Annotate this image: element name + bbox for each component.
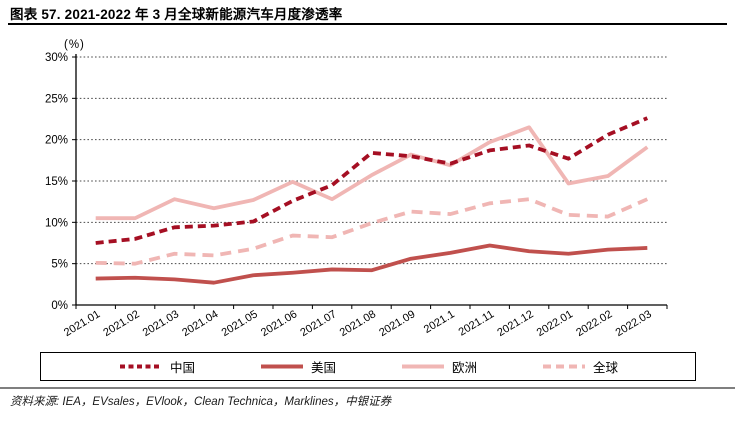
x-label-2021.02: 2021.02 bbox=[101, 308, 141, 339]
legend-line-china-icon bbox=[119, 364, 162, 369]
y-label-0%: 0% bbox=[51, 300, 68, 312]
x-label-2022.03: 2022.03 bbox=[614, 308, 654, 339]
series-line-global bbox=[95, 197, 649, 266]
x-label-2021.12: 2021.12 bbox=[495, 308, 535, 339]
legend-item-global: 全球 bbox=[541, 357, 618, 376]
legend-label-europe: 欧洲 bbox=[452, 361, 478, 375]
x-label-2021.11: 2021.11 bbox=[457, 308, 497, 338]
chart-canvas: 0%5%10%15%20%25%30%(%)2021.01 2021.02 2021… bbox=[45, 39, 668, 339]
legend-line-us-icon bbox=[260, 364, 303, 369]
y-label-25%: 25% bbox=[45, 93, 68, 105]
y-label-10%: 10% bbox=[45, 217, 68, 229]
x-label-2021.03: 2021.03 bbox=[141, 308, 181, 339]
x-label-2021.01: 2021.01 bbox=[62, 308, 102, 339]
x-label-2021.06: 2021.06 bbox=[259, 308, 299, 339]
legend-line-europe-icon bbox=[402, 364, 444, 369]
y-label-20%: 20% bbox=[45, 135, 68, 147]
x-label-2021.07: 2021.07 bbox=[298, 308, 338, 339]
x-label-2021.05: 2021.05 bbox=[220, 308, 260, 339]
title-rule bbox=[8, 23, 727, 25]
figure-title: 图表 57. 2021-2022 年 3 月全球新能源汽车月度渗透率 bbox=[10, 7, 343, 22]
legend-item-us: 美国 bbox=[259, 357, 336, 376]
chart-legend: 中国 美国 欧洲 全球 bbox=[40, 352, 696, 381]
legend-item-europe: 欧洲 bbox=[400, 357, 477, 376]
legend-line-global-icon bbox=[543, 364, 586, 369]
y-label-15%: 15% bbox=[45, 176, 68, 188]
legend-label-china: 中国 bbox=[169, 361, 195, 375]
x-label-2021.09: 2021.09 bbox=[377, 308, 417, 339]
series-line-us bbox=[95, 243, 648, 285]
y-label-5%: 5% bbox=[51, 259, 68, 271]
series-line-china bbox=[95, 116, 649, 245]
y-label-30%: 30% bbox=[45, 52, 68, 64]
figure-bottom-rule bbox=[0, 387, 735, 389]
x-label-2021.04: 2021.04 bbox=[180, 308, 220, 339]
legend-label-global: 全球 bbox=[593, 361, 619, 375]
x-label-2021.08: 2021.08 bbox=[338, 308, 378, 339]
x-label-2022.02: 2022.02 bbox=[574, 308, 614, 339]
legend-label-us: 美国 bbox=[310, 361, 336, 375]
x-label-2021.1: 2021.1 bbox=[422, 308, 457, 336]
legend-item-china: 中国 bbox=[118, 357, 195, 376]
series-line-europe bbox=[95, 125, 649, 221]
y-axis-unit-label: (%) bbox=[64, 39, 85, 51]
source-note: 资料来源: IEA，EVsales，EVlook，Clean Technica，… bbox=[10, 396, 392, 408]
x-label-2022.01: 2022.01 bbox=[535, 308, 575, 339]
